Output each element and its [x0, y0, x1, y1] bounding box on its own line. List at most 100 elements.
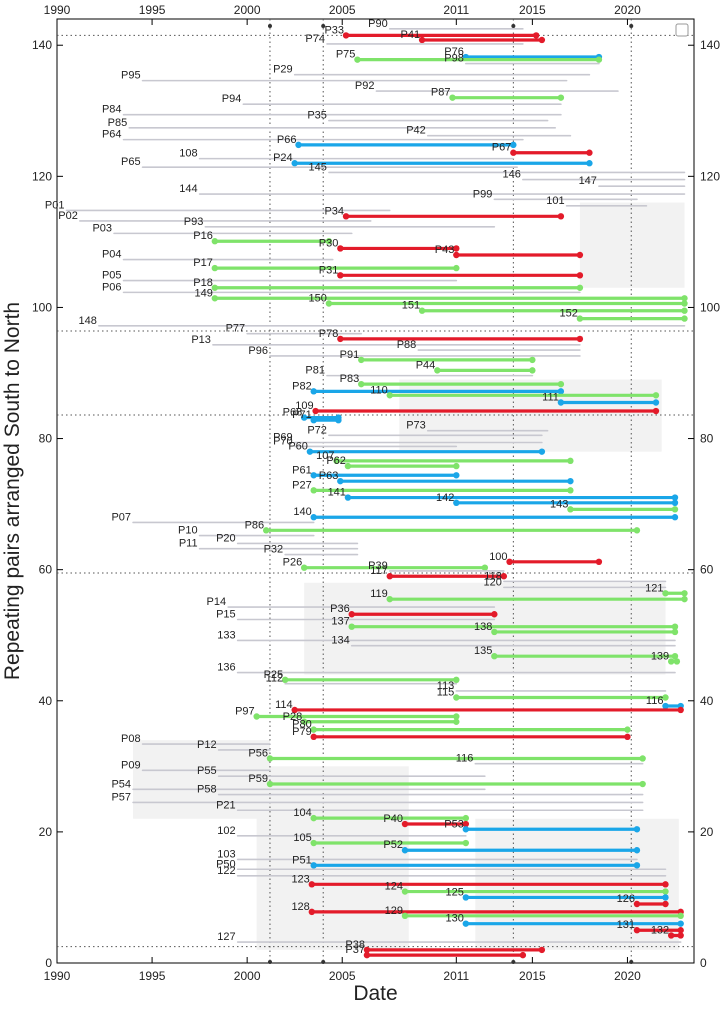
pair-start-dot-82: [506, 558, 513, 565]
pair-label-91: P36: [330, 603, 350, 615]
pair-start-dot-1: [342, 32, 350, 39]
pair-label-34: P30: [319, 237, 339, 249]
pair-label-123: P53: [444, 818, 464, 830]
pair-end-dot-138: [677, 927, 684, 934]
x-tick-label-top-2: 2000: [234, 3, 261, 17]
pair-label-75: 140: [293, 506, 311, 518]
pair-end-dot-105: [677, 706, 684, 714]
pair-end-dot-70: [567, 477, 574, 485]
pair-label-71: P27: [292, 479, 312, 491]
pair-end-dot-34: [453, 245, 460, 252]
pair-label-35: P43: [435, 244, 455, 256]
pair-label-120: P21: [216, 799, 236, 811]
x-tick-label-top-6: 2020: [614, 3, 641, 17]
pair-start-dot-142: [363, 951, 371, 959]
pair-label-92: P15: [216, 608, 236, 620]
pair-end-dot-122: [462, 820, 470, 828]
pair-label-116: P59: [248, 773, 268, 785]
pair-start-dot-75: [310, 514, 317, 521]
pair-label-118: P58: [197, 784, 217, 796]
pair-start-dot-42: [211, 295, 219, 302]
y-tick-label-left-3: 60: [39, 563, 53, 577]
pair-end-dot-56: [557, 388, 565, 395]
pair-end-dot-10: [557, 94, 565, 101]
x-tick-label-top-0: 1990: [44, 3, 71, 17]
pair-label-88: 121: [645, 582, 663, 594]
y-tick-label-right-6: 120: [700, 169, 720, 183]
pair-end-dot-100: [453, 676, 460, 683]
pair-start-dot-72: [344, 494, 352, 501]
pair-label-133: 125: [445, 886, 463, 898]
pair-start-dot-59: [312, 407, 319, 415]
pair-end-dot-131: [662, 881, 669, 888]
pair-end-dot-132: [662, 888, 669, 895]
bottom-marker-0: [267, 960, 272, 964]
top-marker-1: [321, 24, 326, 28]
pair-label-121: 104: [293, 807, 311, 819]
pair-start-dot-60: [300, 414, 308, 421]
pair-start-dot-67: [333, 457, 340, 465]
pair-start-dot-58: [557, 399, 565, 406]
pair-label-103: 115: [437, 687, 455, 699]
pair-label-126: P52: [383, 839, 403, 851]
pair-label-57: 110: [370, 384, 388, 396]
pair-label-30: P02: [58, 210, 78, 222]
pair-end-dot-73: [671, 499, 679, 506]
pair-end-dot-97: [671, 653, 679, 660]
pair-end-dot-112: [639, 755, 646, 762]
pair-label-26: P99: [473, 188, 493, 200]
pair-label-17: P66: [277, 134, 297, 146]
pair-start-dot-18: [510, 149, 517, 156]
pair-start-dot-141: [363, 946, 371, 954]
pair-label-98: 139: [651, 650, 669, 662]
pair-label-63: P72: [307, 424, 327, 436]
pair-end-dot-42: [681, 295, 688, 302]
pair-label-48: P78: [319, 328, 339, 340]
pair-end-dot-128: [633, 862, 641, 869]
x-tick-label-bottom-3: 2005: [329, 969, 356, 983]
pair-label-101: 112: [266, 673, 284, 685]
pair-label-58: 111: [542, 392, 559, 404]
y-tick-label-left-0: 0: [45, 956, 52, 970]
pair-start-dot-66: [306, 448, 314, 455]
pair-label-111: P12: [197, 739, 217, 751]
x-tick-label-bottom-6: 2020: [614, 969, 641, 983]
bottom-marker-3: [629, 960, 634, 964]
pair-end-dot-40: [576, 284, 584, 291]
pair-label-102: 113: [437, 680, 455, 692]
pair-label-90: P14: [207, 596, 227, 608]
pair-label-78: P10: [178, 525, 198, 537]
pair-start-dot-88: [662, 590, 669, 597]
pair-start-dot-45: [576, 315, 584, 322]
x-axis-label: Date: [353, 982, 397, 1005]
pair-label-95: 133: [217, 629, 235, 641]
y-tick-label-right-3: 60: [700, 563, 714, 577]
pair-label-86: 118: [484, 570, 502, 582]
pair-start-dot-74: [567, 506, 574, 513]
pair-label-42: 149: [194, 287, 212, 299]
pair-label-60: P68: [283, 407, 303, 419]
pair-label-53: P44: [416, 359, 436, 371]
pair-label-108: P80: [292, 719, 312, 731]
pair-start-dot-53: [434, 367, 441, 374]
pair-start-dot-125: [310, 839, 317, 847]
pair-start-dot-109: [310, 733, 317, 741]
pair-end-dot-67: [567, 457, 574, 465]
pair-label-47: P77: [226, 323, 246, 335]
pair-start-dot-136: [401, 912, 409, 919]
background-zone-5: [256, 766, 409, 950]
pair-label-14: P85: [108, 117, 128, 129]
pair-label-40: P18: [193, 277, 213, 289]
y-tick-label-left-4: 80: [39, 432, 53, 446]
pair-start-dot-98: [667, 658, 675, 665]
pair-end-dot-74: [671, 506, 679, 513]
pair-start-dot-133: [462, 894, 470, 901]
pair-label-129: P50: [216, 858, 236, 870]
pair-label-109: P79: [292, 726, 312, 738]
pair-label-122: P40: [383, 813, 403, 825]
pair-start-dot-85: [386, 573, 393, 580]
pair-label-4: P76: [444, 46, 464, 58]
pair-start-dot-138: [633, 927, 641, 934]
